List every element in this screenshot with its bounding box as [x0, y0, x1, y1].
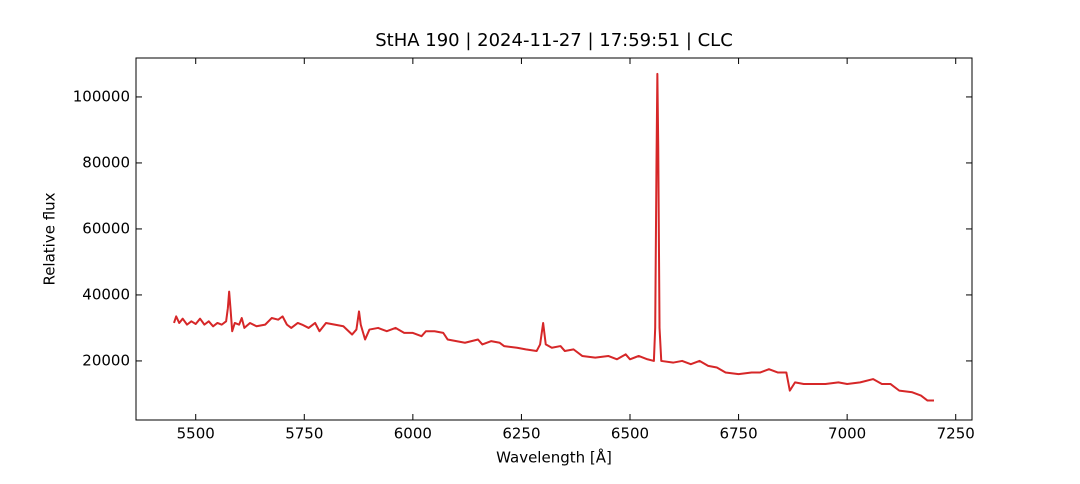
y-tick-label: 40000 — [82, 285, 130, 303]
x-tick-label: 6000 — [394, 425, 432, 443]
data-line — [173, 72, 934, 402]
x-tick-label: 6500 — [611, 425, 649, 443]
plot-frame — [135, 57, 973, 421]
y-tick-label: 100000 — [73, 87, 130, 105]
x-axis-label: Wavelength [Å] — [496, 448, 612, 467]
x-tick-label: 6250 — [502, 425, 540, 443]
chart-title: StHA 190 | 2024-11-27 | 17:59:51 | CLC — [375, 30, 733, 51]
x-tick-label: 5750 — [285, 425, 323, 443]
x-tick-label: 5500 — [177, 425, 215, 443]
x-tick-label: 6750 — [719, 425, 757, 443]
x-tick-label: 7250 — [937, 425, 975, 443]
y-tick-label: 80000 — [82, 153, 130, 171]
y-tick-label: 20000 — [82, 351, 130, 369]
x-tick-label: 7000 — [828, 425, 866, 443]
y-axis-label: Relative flux — [41, 192, 59, 285]
y-tick-label: 60000 — [82, 219, 130, 237]
